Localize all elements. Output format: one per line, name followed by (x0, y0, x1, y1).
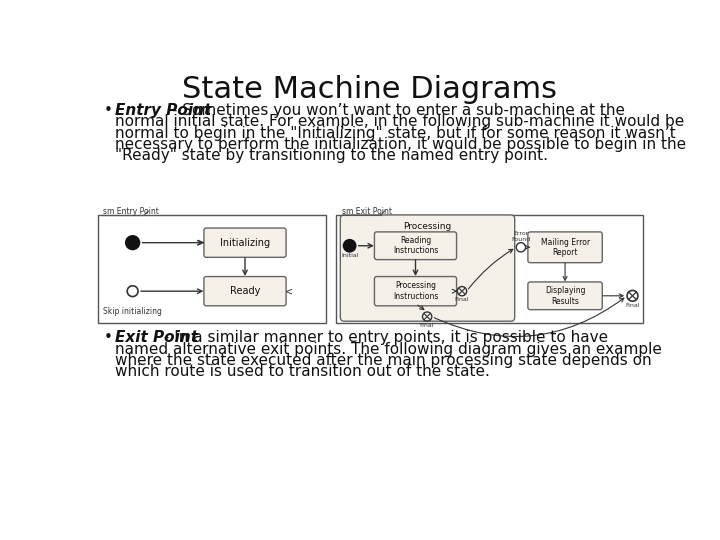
Text: Error
Found: Error Found (511, 231, 531, 242)
Text: Entry Point: Entry Point (114, 103, 211, 118)
FancyBboxPatch shape (374, 232, 456, 260)
Text: - Sometimes you won’t want to enter a sub-machine at the: - Sometimes you won’t want to enter a su… (167, 103, 625, 118)
Text: Processing: Processing (403, 222, 451, 231)
Text: named alternative exit points. The following diagram gives an example: named alternative exit points. The follo… (114, 342, 662, 356)
FancyBboxPatch shape (98, 215, 326, 323)
Text: Mailing Error
Report: Mailing Error Report (541, 238, 590, 257)
Text: Initial: Initial (341, 253, 359, 258)
Text: Ready: Ready (230, 286, 260, 296)
Text: <: < (284, 286, 292, 296)
Text: Processing
Instructions: Processing Instructions (393, 281, 438, 301)
FancyBboxPatch shape (528, 232, 602, 262)
Text: sm Entry Point: sm Entry Point (103, 207, 159, 215)
FancyBboxPatch shape (341, 215, 515, 321)
Text: Reading
Instructions: Reading Instructions (393, 236, 438, 255)
Text: where the state executed after the main processing state depends on: where the state executed after the main … (114, 353, 652, 368)
Text: Final: Final (455, 298, 469, 302)
FancyBboxPatch shape (528, 282, 602, 309)
Text: Displaying
Results: Displaying Results (545, 286, 585, 306)
Text: Exit Point: Exit Point (114, 330, 198, 346)
Text: Final: Final (420, 323, 434, 328)
Circle shape (126, 236, 140, 249)
Text: "Ready" state by transitioning to the named entry point.: "Ready" state by transitioning to the na… (114, 148, 548, 163)
Text: normal to begin in the "Initializing" state, but if for some reason it wasn’t: normal to begin in the "Initializing" st… (114, 126, 675, 140)
Text: •: • (104, 330, 113, 346)
Text: Final: Final (625, 303, 640, 308)
Text: Initializing: Initializing (220, 238, 270, 248)
Text: State Machine Diagrams: State Machine Diagrams (181, 75, 557, 104)
Text: •: • (104, 103, 113, 118)
Text: which route is used to transition out of the state.: which route is used to transition out of… (114, 364, 490, 379)
Text: Skip initializing: Skip initializing (103, 307, 162, 315)
FancyBboxPatch shape (204, 228, 286, 257)
FancyBboxPatch shape (374, 276, 456, 306)
Text: normal initial state. For example, in the following sub-machine it would be: normal initial state. For example, in th… (114, 114, 684, 130)
Circle shape (343, 240, 356, 252)
Text: necessary to perform the initialization, it would be possible to begin in the: necessary to perform the initialization,… (114, 137, 686, 152)
Text: >: > (197, 238, 204, 248)
Text: - In a similar manner to entry points, it is possible to have: - In a similar manner to entry points, i… (159, 330, 608, 346)
FancyBboxPatch shape (204, 276, 286, 306)
Text: sm Exit Point: sm Exit Point (342, 207, 392, 215)
FancyBboxPatch shape (336, 215, 642, 323)
